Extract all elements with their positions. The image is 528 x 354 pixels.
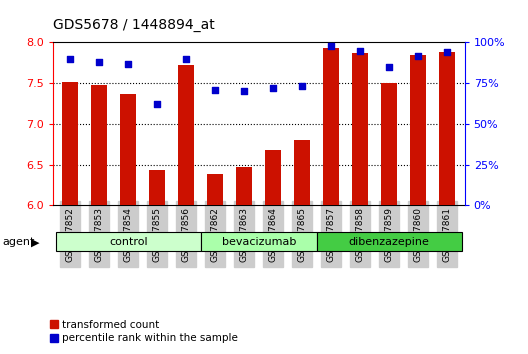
Point <box>385 64 393 70</box>
Bar <box>149 170 165 354</box>
Bar <box>294 140 310 354</box>
Bar <box>55 232 201 251</box>
Bar <box>91 85 107 354</box>
Point <box>298 84 306 89</box>
Text: control: control <box>109 236 147 247</box>
Text: dibenzazepine: dibenzazepine <box>349 236 430 247</box>
Point <box>95 59 103 65</box>
Text: agent: agent <box>3 238 35 247</box>
Bar <box>381 83 397 354</box>
Bar <box>317 232 462 251</box>
Bar <box>178 65 194 354</box>
Point <box>269 85 277 91</box>
Bar <box>265 150 281 354</box>
Bar <box>323 48 339 354</box>
Legend: transformed count, percentile rank within the sample: transformed count, percentile rank withi… <box>48 318 240 345</box>
Bar <box>236 167 252 354</box>
Point <box>124 61 133 67</box>
Point <box>153 102 162 107</box>
Point <box>182 56 191 62</box>
Point <box>356 48 364 53</box>
Text: ▶: ▶ <box>31 238 39 247</box>
Bar <box>352 53 368 354</box>
Point <box>414 53 422 58</box>
Bar <box>120 94 136 354</box>
Bar <box>207 175 223 354</box>
Text: GDS5678 / 1448894_at: GDS5678 / 1448894_at <box>53 18 214 32</box>
Bar <box>439 52 455 354</box>
Text: bevacizumab: bevacizumab <box>222 236 296 247</box>
Point <box>443 50 451 55</box>
Bar <box>201 232 317 251</box>
Point <box>327 43 335 48</box>
Bar <box>410 55 426 354</box>
Bar <box>62 82 78 354</box>
Point <box>240 88 249 94</box>
Point <box>211 87 220 92</box>
Point <box>66 56 74 62</box>
